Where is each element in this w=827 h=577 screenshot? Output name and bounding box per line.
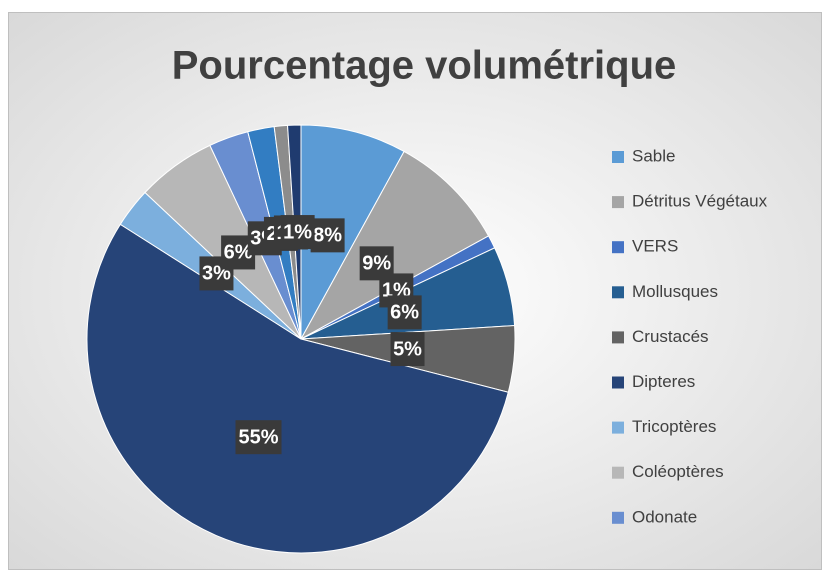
chart-title: Pourcentage volumétrique [172, 44, 677, 88]
data-label-box [387, 295, 422, 330]
legend-swatch [612, 421, 624, 434]
legend-label: Tricoptères [632, 417, 716, 436]
data-label: 6% [390, 302, 419, 324]
data-label-box [310, 218, 345, 253]
legend-label: Sable [632, 146, 675, 165]
data-label-box [280, 215, 315, 250]
data-label: 9% [362, 253, 391, 275]
data-label-box [235, 420, 282, 455]
data-label-box [390, 332, 425, 367]
pie-slice [86, 223, 509, 554]
legend-label: Crustacés [632, 327, 709, 346]
pie-slice [300, 124, 405, 340]
legend-swatch [612, 511, 624, 524]
legend-swatch [612, 241, 624, 254]
legend-label: Dipteres [632, 372, 695, 391]
data-label: 1% [283, 221, 312, 243]
legend-label: Détritus Végétaux [632, 192, 768, 211]
legend-label: Mollusques [632, 282, 718, 301]
data-label: 8% [313, 225, 342, 247]
legend-swatch [612, 376, 624, 389]
legend-swatch [612, 286, 624, 299]
data-label: 5% [393, 338, 422, 360]
legend-swatch [612, 466, 624, 479]
legend-label: VERS [632, 237, 678, 256]
legend-swatch [612, 196, 624, 209]
pie-slice [299, 150, 490, 341]
data-label: 6% [224, 242, 253, 264]
data-label: 55% [238, 426, 278, 448]
legend-swatch [612, 331, 624, 344]
legend-label: Odonate [632, 507, 697, 526]
legend-label: Coléoptères [632, 462, 724, 481]
legend-swatch [612, 151, 624, 163]
